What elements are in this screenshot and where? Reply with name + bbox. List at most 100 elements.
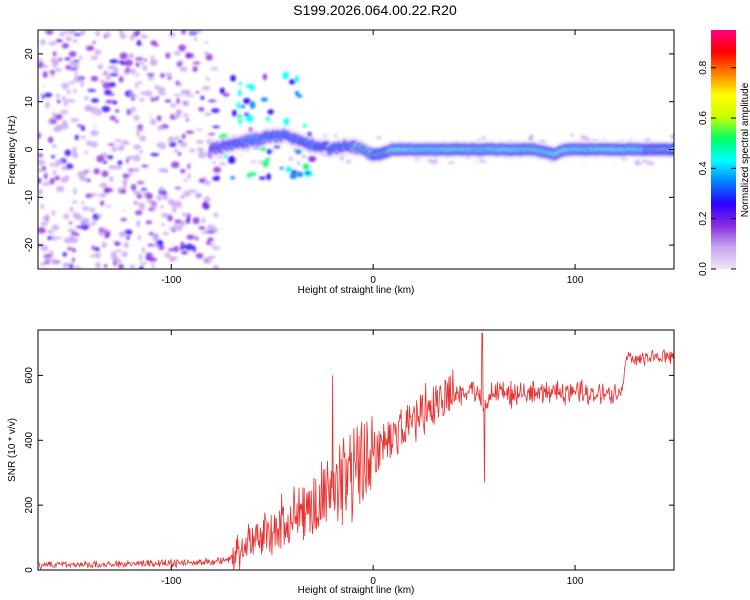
noise-blob [95,30,101,37]
noise-blob [179,66,188,72]
scatter-blob [308,155,317,163]
scatter-blob [258,176,266,180]
noise-blob [94,55,98,61]
y-tick-label: 600 [24,367,35,384]
noise-blob [80,223,90,230]
noise-blob [195,139,204,144]
noise-blob [98,193,107,198]
noise-blob [108,164,117,170]
noise-blob [90,55,95,61]
noise-blob [144,90,153,97]
snr-x-ticks: -100 0 100 [161,330,584,587]
noise-blob [40,92,44,96]
noise-blob [82,206,90,211]
noise-blob [140,187,148,191]
noise-blob [185,53,195,59]
noise-blob [296,161,302,166]
noise-blob [118,230,127,238]
noise-blob [118,76,124,83]
noise-blob [74,214,83,221]
noise-blob [90,98,100,103]
noise-blob [122,182,127,190]
noise-blob [170,200,178,208]
noise-blob [76,124,82,128]
scatter-blob [288,79,296,85]
noise-blob [121,140,130,146]
noise-blob [156,115,162,122]
y-tick-label: -10 [24,190,35,205]
noise-blob [101,72,108,76]
noise-blob [212,264,220,269]
noise-blob [71,257,75,263]
noise-blob [203,180,212,185]
noise-blob [173,246,180,253]
noise-blob [60,110,69,115]
noise-blob [204,41,209,44]
noise-blob [49,70,56,74]
noise-blob [68,30,77,36]
scatter-blob [294,75,300,83]
noise-blob [120,209,127,213]
noise-blob [86,140,92,147]
noise-blob [54,68,63,72]
noise-blob [186,94,195,97]
noise-blob [160,73,165,78]
noise-blob [78,55,83,60]
noise-blob [169,256,178,261]
noise-blob [45,30,54,35]
noise-blob [154,84,160,90]
noise-blob [201,85,211,91]
noise-blob [167,76,172,80]
noise-blob [204,51,210,56]
colorbar-tick-label: 0.4 [698,161,709,175]
noise-blob [124,229,133,235]
noise-blob [164,252,171,259]
noise-blob [150,118,157,126]
noise-blob [168,32,176,38]
noise-blob [197,151,207,159]
colorbar-gradient [711,30,736,269]
noise-blob [81,218,88,226]
noise-blob [211,246,221,250]
noise-blob [139,265,144,269]
noise-blob [187,163,191,170]
scatter-blob [285,166,293,172]
scatter-blob [282,71,289,80]
snr-panel: -100 0 100 0 200 400 600 Height of straight l… [7,329,675,596]
scatter-blob [245,114,254,122]
x-tick-label: 100 [567,576,584,587]
spectrogram-x-label: Height of straight line (km) [298,285,415,296]
noise-blob [195,236,199,241]
colorbar-tick-label: 0.2 [698,211,709,225]
noise-blob [139,135,147,142]
noise-blob [101,170,109,177]
noise-blob [174,186,182,190]
noise-blob [38,159,46,166]
scatter-blob [290,170,298,174]
noise-blob [133,167,140,173]
noise-blob [174,219,182,224]
noise-blob [150,40,158,46]
noise-blob [158,167,168,173]
noise-blob [88,223,93,227]
noise-blob [197,147,205,152]
noise-blob [115,108,120,113]
noise-blob [90,75,99,82]
noise-blob [122,173,130,179]
noise-blob [156,142,162,148]
noise-blob [155,241,164,245]
noise-blob [219,162,224,166]
noise-blob [177,152,182,156]
noise-blob [170,114,174,118]
noise-blob [84,95,89,101]
noise-blob [132,190,142,195]
noise-blob [114,119,120,123]
noise-blob [71,200,78,204]
noise-blob [110,255,119,261]
noise-blob [164,72,173,77]
noise-blob [55,185,65,193]
noise-blob [333,134,338,138]
noise-blob [103,160,107,165]
noise-blob [55,124,62,131]
